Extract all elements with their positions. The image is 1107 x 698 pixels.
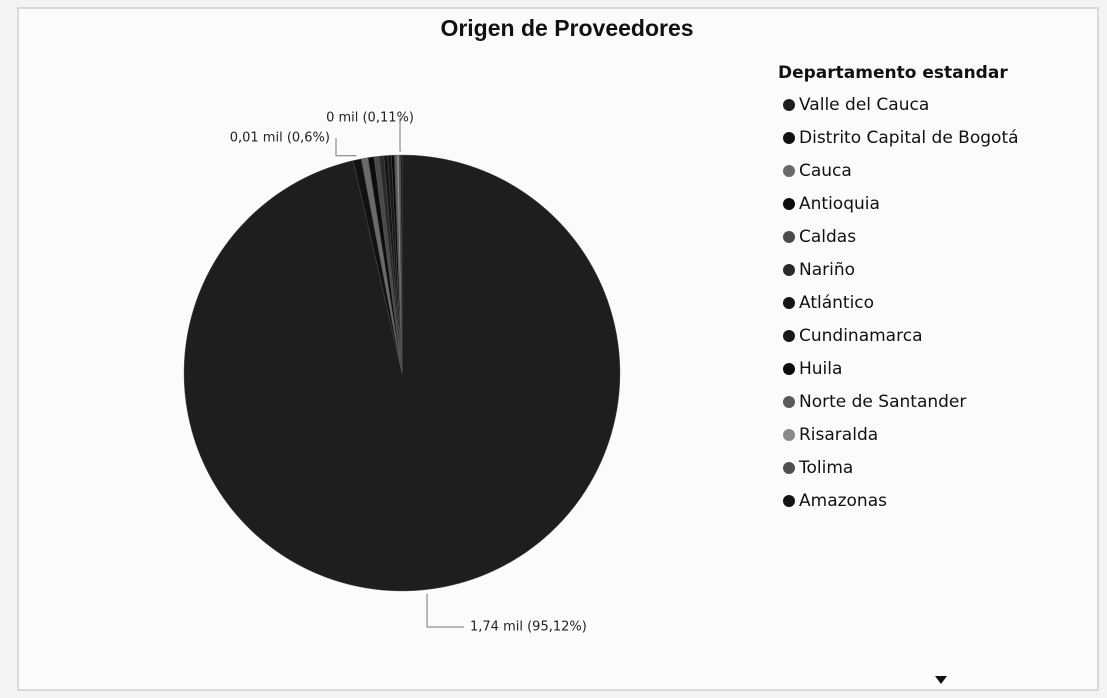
legend-label: Cundinamarca [799,326,922,346]
legend-scroll-arrow[interactable] [935,676,947,684]
legend-marker [783,99,795,111]
legend-label: Tolima [798,458,853,478]
legend-marker [783,132,795,144]
legend-label: Atlántico [799,293,874,313]
data-label: 1,74 mil (95,12%) [470,620,587,635]
legend-label: Huila [799,359,842,379]
leader-line [399,118,402,152]
legend-label: Risaralda [799,425,878,445]
data-label: 0,01 mil (0,6%) [230,131,330,146]
legend-marker [783,396,795,408]
legend-label: Nariño [799,260,855,280]
chart-title: Origen de Proveedores [440,15,693,41]
legend-marker [783,297,795,309]
data-label: 0 mil (0,11%) [326,111,414,126]
legend-marker [783,495,795,507]
legend-label: Norte de Santander [799,392,966,412]
legend-marker [783,165,795,177]
legend-marker [783,462,795,474]
legend-marker [783,429,795,441]
legend-label: Amazonas [799,491,887,511]
legend-marker [783,264,795,276]
legend-marker [783,363,795,375]
legend-title: Departamento estandar [778,63,1008,83]
legend-label: Cauca [799,161,852,181]
pie-slice [400,154,403,374]
leader-line [426,593,464,628]
legend-marker [783,231,795,243]
legend-label: Distrito Capital de Bogotá [799,128,1019,148]
legend-label: Antioquia [799,194,880,214]
legend-label: Caldas [799,227,856,247]
legend-marker [783,330,795,342]
legend-marker [783,198,795,210]
leader-line [335,138,357,157]
legend-label: Valle del Cauca [799,95,929,115]
